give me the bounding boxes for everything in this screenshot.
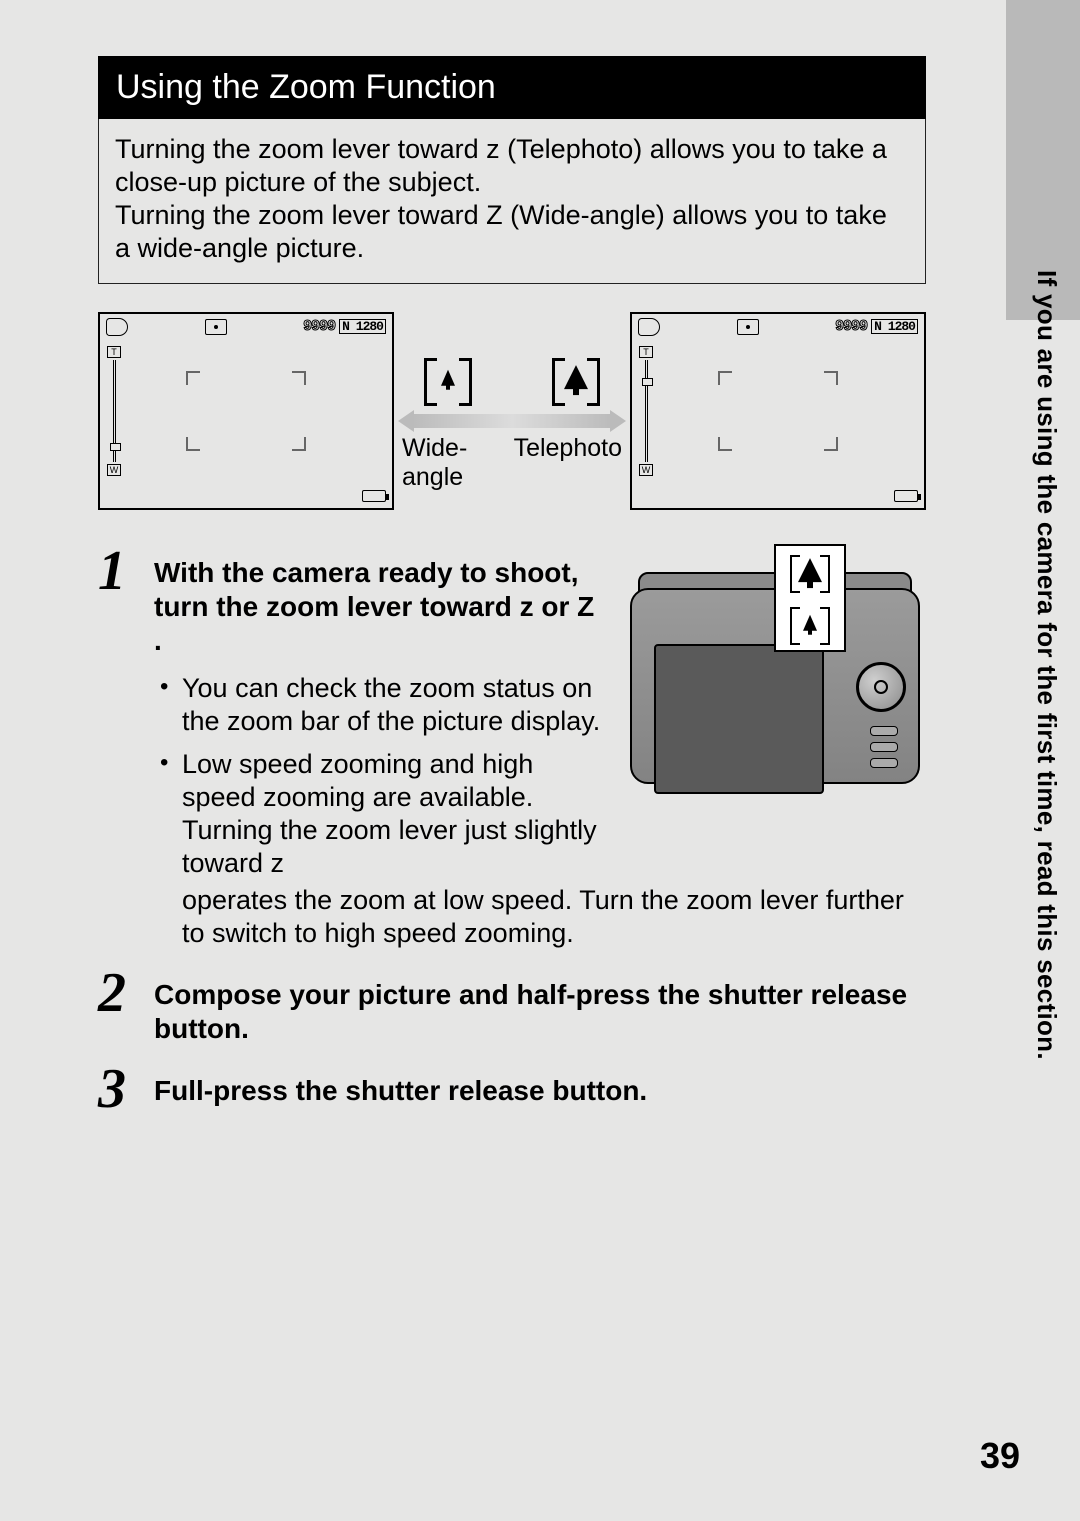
camera-rear-screen <box>654 644 824 794</box>
step-1-bullet-1: You can check the zoom status on the zoo… <box>154 672 604 738</box>
wideangle-bracket-icon <box>790 607 830 641</box>
camera-button <box>870 726 898 736</box>
intro-line-2: Turning the zoom lever toward Z (Wide-an… <box>115 199 909 265</box>
zoom-direction-diagram: Wide-angle Telephoto <box>394 312 630 492</box>
section-title: Using the Zoom Function <box>98 56 926 119</box>
zoom-arrow-bar <box>412 414 612 428</box>
intro-box: Turning the zoom lever toward z (Telepho… <box>98 119 926 284</box>
step-2-number: 2 <box>98 968 154 1046</box>
lcd-telephoto: 9999 N 1280 T W <box>630 312 926 510</box>
telephoto-label: Telephoto <box>514 434 622 492</box>
page-number: 39 <box>980 1435 1020 1477</box>
zoom-scale-tele: T W <box>638 346 654 476</box>
zoom-marker-tele <box>642 378 653 386</box>
wideangle-bracket-icon <box>424 358 472 400</box>
steps-list: 1 With the camera ready to shoot, turn t… <box>98 546 926 1115</box>
page-content: Using the Zoom Function Turning the zoom… <box>98 56 926 1132</box>
antishake-icon <box>638 318 660 336</box>
antishake-icon <box>106 318 128 336</box>
telephoto-bracket-icon <box>552 358 600 400</box>
step-3-number: 3 <box>98 1064 154 1114</box>
focus-brackets <box>718 371 838 451</box>
camera-control-dial <box>856 662 906 712</box>
step-1-heading: With the camera ready to shoot, turn the… <box>154 556 604 658</box>
zoom-marker-wide <box>110 443 121 451</box>
sidebar-caption: If you are using the camera for the firs… <box>1031 270 1062 1060</box>
step-1-bullet-2b: operates the zoom at low speed. Turn the… <box>154 884 926 950</box>
camera-button <box>870 742 898 752</box>
zoom-wide-icon: W <box>639 464 653 476</box>
lcd-wide-counter: 9999 <box>303 318 335 335</box>
step-3-heading: Full-press the shutter release button. <box>154 1074 926 1108</box>
lcd-comparison-row: 9999 N 1280 T W Wide-angle <box>98 312 926 510</box>
step-1: 1 With the camera ready to shoot, turn t… <box>98 546 926 950</box>
zoom-wide-icon: W <box>107 464 121 476</box>
lcd-tele-mode: N 1280 <box>871 319 918 334</box>
lcd-tele-counter: 9999 <box>835 318 867 335</box>
battery-icon <box>362 490 386 502</box>
intro-line-1: Turning the zoom lever toward z (Telepho… <box>115 133 909 199</box>
lcd-wide-mode: N 1280 <box>339 319 386 334</box>
lcd-wideangle: 9999 N 1280 T W <box>98 312 394 510</box>
step-1-bullet-2a: Low speed zooming and high speed zooming… <box>154 748 604 880</box>
step-2: 2 Compose your picture and half-press th… <box>98 968 926 1046</box>
lcd-tele-top-right: 9999 N 1280 <box>835 318 918 335</box>
camera-mode-icon <box>205 319 227 335</box>
focus-brackets <box>186 371 306 451</box>
zoom-scale-wide: T W <box>106 346 122 476</box>
zoom-icons-callout <box>774 544 846 652</box>
zoom-tele-icon: T <box>639 346 653 358</box>
step-1-number: 1 <box>98 546 154 950</box>
zoom-tele-icon: T <box>107 346 121 358</box>
step-2-heading: Compose your picture and half-press the … <box>154 978 926 1046</box>
step-3: 3 Full-press the shutter release button. <box>98 1064 926 1114</box>
telephoto-bracket-icon <box>790 555 830 589</box>
lcd-wide-top-right: 9999 N 1280 <box>303 318 386 335</box>
battery-icon <box>894 490 918 502</box>
wideangle-label: Wide-angle <box>402 434 514 492</box>
camera-illustration <box>624 548 926 788</box>
camera-button <box>870 758 898 768</box>
camera-mode-icon <box>737 319 759 335</box>
